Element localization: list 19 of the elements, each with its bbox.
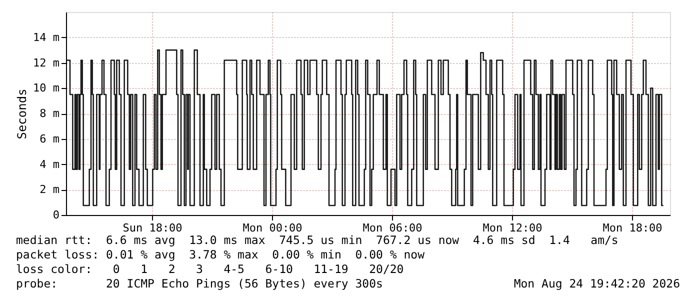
- text: packet loss: 0.01 % avg 3.78 % max 0.00 % min 0.00 % now: [16, 248, 425, 262]
- y-axis-title: Seconds: [15, 88, 30, 140]
- y-tick-label: 8 m: [40, 107, 60, 120]
- y-tick-label: 4 m: [40, 158, 60, 171]
- x-tick-label: Sun 18:00: [122, 222, 182, 234]
- x-tick-label: Mon 18:00: [602, 222, 662, 234]
- text: loss color: 0 1 2 3 4-5 6-10 11-19 20/20: [16, 262, 404, 276]
- x-tick-label: Mon 00:00: [242, 222, 302, 234]
- x-tick-label: Mon 12:00: [482, 222, 542, 234]
- y-tick-label: 2 m: [40, 183, 60, 196]
- y-tick-label: 0: [52, 208, 60, 222]
- text: median rtt: 6.6 ms avg 13.0 ms max 745.5 us min 767.2 us now 4.6 ms sd 1.4 am/s: [16, 233, 618, 247]
- y-tick-label: 12 m: [33, 56, 60, 70]
- x-tick-label: Mon 06:00: [362, 222, 422, 234]
- text: Mon Aug 24 19:42:20 2026: [514, 276, 680, 290]
- y-tick-label: 14 m: [33, 30, 60, 44]
- y-tick-label: 6 m: [40, 132, 60, 146]
- y-tick-label: 10 m: [33, 82, 60, 95]
- text: probe: 20 ICMP Echo Pings (56 Bytes) every 300s: [16, 276, 383, 290]
